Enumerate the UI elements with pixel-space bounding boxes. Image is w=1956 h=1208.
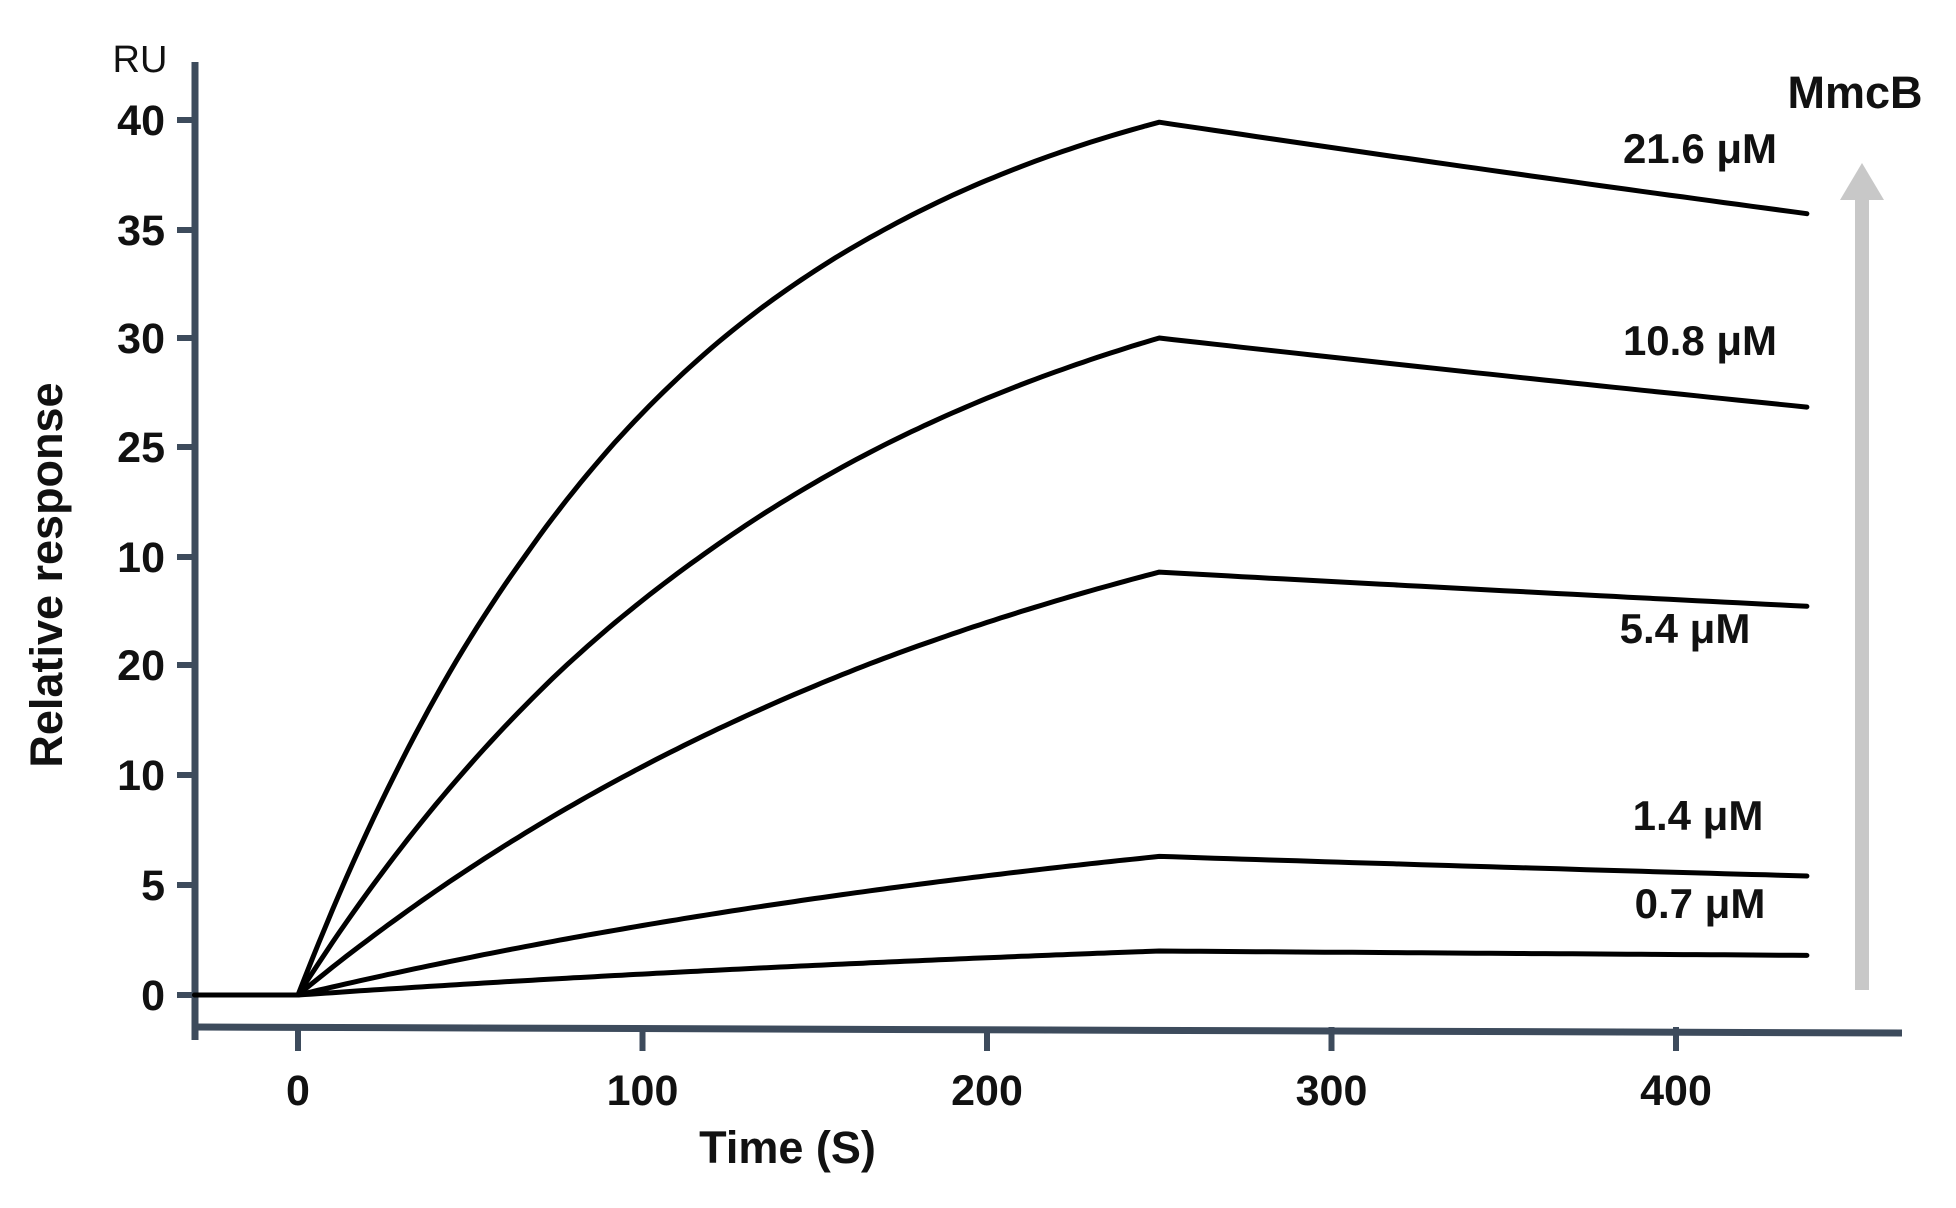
y-tick-label: 35 [117, 207, 165, 255]
x-tick-label: 0 [286, 1067, 310, 1115]
x-axis-line [194, 1023, 1903, 1037]
series-label: 5.4 μM [1620, 605, 1751, 652]
x-tick-label: 100 [607, 1067, 679, 1115]
x-tick-label: 300 [1296, 1067, 1368, 1115]
y-tick-label: 10 [117, 752, 165, 800]
series-line [192, 119, 1810, 998]
concentration-arrow-head [1840, 163, 1884, 200]
series-line [192, 335, 1810, 998]
y-tick-label: 10 [117, 534, 165, 582]
series-label: 21.6 μM [1623, 125, 1777, 172]
x-tick-label: 400 [1640, 1067, 1712, 1115]
series-line [192, 853, 1810, 998]
y-unit-label: RU [113, 39, 168, 81]
series-lines [192, 119, 1810, 998]
x-tick-label: 200 [951, 1067, 1023, 1115]
y-tick-label: 0 [141, 972, 165, 1020]
series-label: 0.7 μM [1635, 880, 1766, 927]
axes [177, 62, 1903, 1051]
y-tick-label: 30 [117, 315, 165, 363]
y-tick-label: 25 [117, 424, 165, 472]
y-axis-title: Relative response [21, 382, 72, 767]
y-tick-label: 40 [117, 97, 165, 145]
series-label: 1.4 μM [1633, 792, 1764, 839]
series-line [192, 569, 1810, 998]
y-tick-label: 20 [117, 642, 165, 690]
x-axis-title: Time (S) [699, 1122, 876, 1173]
series-label: 10.8 μM [1623, 317, 1777, 364]
series-line [192, 948, 1810, 998]
arrow-label: MmcB [1787, 67, 1922, 118]
y-tick-label: 5 [141, 862, 165, 910]
